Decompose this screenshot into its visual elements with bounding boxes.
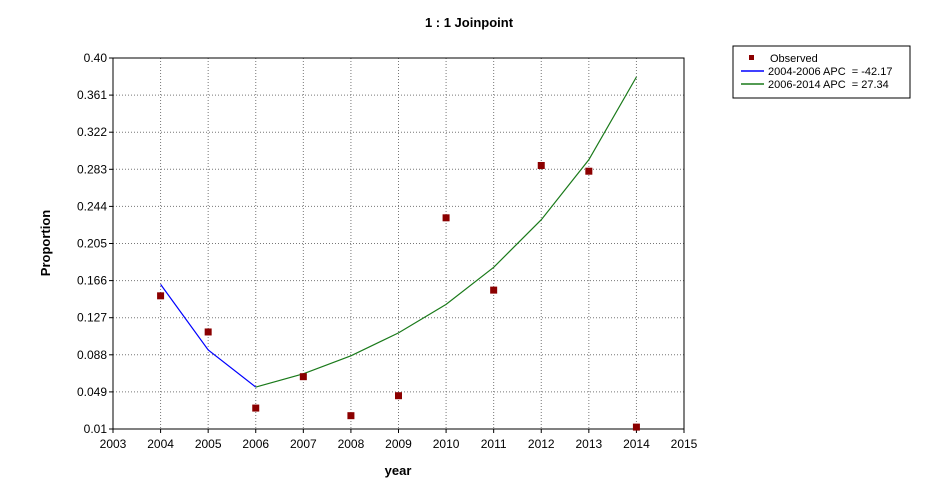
x-tick-label: 2011 xyxy=(481,437,507,451)
observed-point xyxy=(347,412,355,420)
observed-point xyxy=(252,404,260,412)
y-tick-label: 0.205 xyxy=(77,237,107,251)
y-tick-label: 0.283 xyxy=(77,162,107,176)
y-tick-label: 0.361 xyxy=(77,88,107,102)
x-axis-ticks: 2003 2004 2005 2006 2007 2008 2009 2010 2011 2012… xyxy=(100,429,698,451)
observed-point xyxy=(490,286,498,294)
fit-line-1 xyxy=(255,76,637,388)
y-tick-label: 0.244 xyxy=(77,199,107,213)
x-tick-label: 2015 xyxy=(671,437,698,451)
y-tick-label: 0.40 xyxy=(84,51,108,65)
grid xyxy=(113,58,684,429)
x-tick-label: 2008 xyxy=(338,437,365,451)
x-tick-label: 2003 xyxy=(100,437,127,451)
x-tick-label: 2004 xyxy=(147,437,174,451)
y-tick-label: 0.01 xyxy=(84,422,108,436)
x-tick-label: 2009 xyxy=(385,437,412,451)
legend-label-1: 2006-2014 APC = 27.34 xyxy=(768,79,889,91)
y-tick-label: 0.127 xyxy=(77,311,107,325)
observed-point xyxy=(537,161,545,169)
x-tick-label: 2013 xyxy=(575,437,602,451)
observed-point xyxy=(442,214,450,222)
observed-point xyxy=(395,392,402,400)
x-tick-label: 2012 xyxy=(528,437,555,451)
legend-observed-label: Observed xyxy=(770,53,818,65)
y-tick-label: 0.049 xyxy=(77,385,107,399)
y-axis-title: Proportion xyxy=(38,210,53,276)
legend-label-0: 2004-2006 APC = -42.17 xyxy=(768,66,892,78)
x-axis-title: year xyxy=(385,463,412,478)
y-tick-label: 0.088 xyxy=(77,348,107,362)
x-tick-label: 2005 xyxy=(195,437,222,451)
y-axis-ticks: 0.01 0.049 0.088 0.127 0.166 0.205 0.244 0.283 0… xyxy=(77,51,113,436)
observed-point xyxy=(204,328,212,336)
legend-box xyxy=(732,45,911,99)
observed-points xyxy=(157,161,640,431)
observed-point xyxy=(157,292,165,300)
y-tick-label: 0.166 xyxy=(77,274,107,288)
chart-title: 1 : 1 Joinpoint xyxy=(425,15,514,30)
x-tick-label: 2006 xyxy=(242,437,269,451)
observed-point xyxy=(585,167,593,175)
y-tick-label: 0.322 xyxy=(77,125,107,139)
observed-point xyxy=(632,423,640,431)
legend-observed-marker xyxy=(749,55,754,60)
observed-point xyxy=(299,373,307,381)
x-tick-label: 2014 xyxy=(623,437,650,451)
fit-line-0 xyxy=(160,284,257,388)
x-tick-label: 2010 xyxy=(433,437,460,451)
x-tick-label: 2007 xyxy=(290,437,317,451)
fit-lines xyxy=(160,76,637,388)
